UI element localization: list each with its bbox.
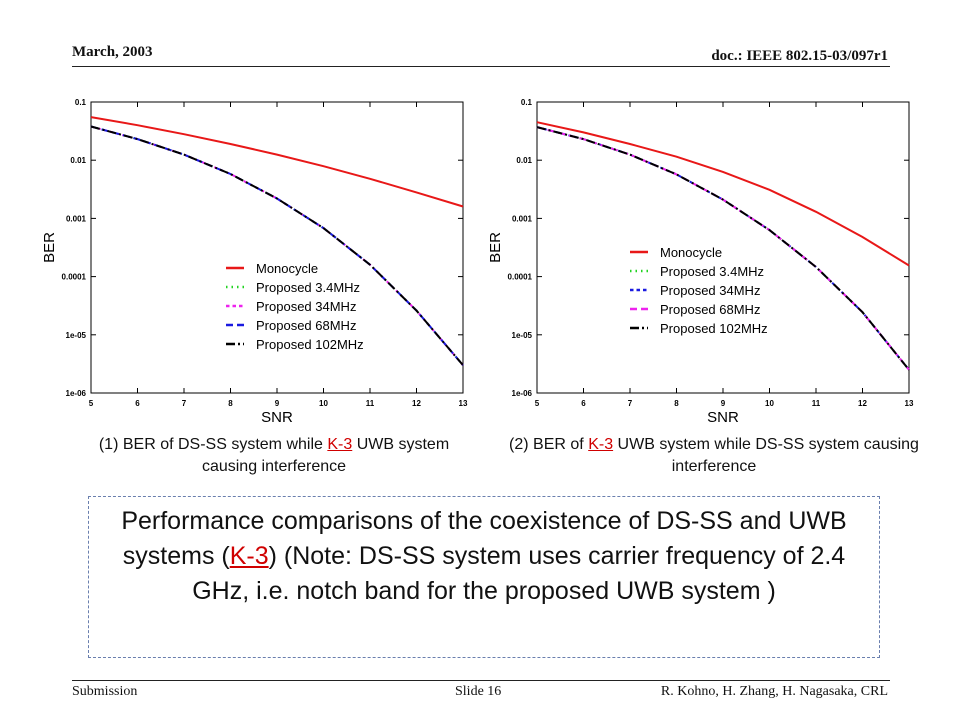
footer-submission: Submission [72, 684, 138, 699]
summary-k3-link[interactable]: K-3 [229, 542, 269, 570]
y-tick-label: 0.0001 [508, 273, 533, 282]
caption-right-post: UWB system while DS-SS system causing in… [613, 436, 919, 475]
summary-post: ) (Note: DS-SS system uses carrier frequ… [192, 542, 846, 605]
x-tick-label: 5 [89, 399, 94, 408]
y-tick-label: 0.01 [516, 156, 532, 165]
y-tick-label: 1e-05 [66, 331, 87, 340]
x-tick-label: 8 [674, 399, 679, 408]
legend-label: Proposed 34MHz [256, 299, 356, 314]
x-tick-label: 9 [275, 399, 280, 408]
legend-label: Monocycle [660, 245, 722, 260]
caption-right-pre: (2) BER of [509, 436, 589, 453]
x-tick-label: 13 [905, 399, 914, 408]
x-tick-label: 11 [812, 399, 821, 408]
x-tick-label: 7 [182, 399, 187, 408]
x-tick-label: 7 [628, 399, 633, 408]
series-line [90, 116, 464, 208]
legend-label: Proposed 102MHz [256, 337, 364, 352]
y-tick-label: 1e-06 [66, 389, 87, 398]
header-rule [72, 66, 890, 67]
y-tick-label: 0.1 [521, 98, 533, 107]
caption-left-k3-link[interactable]: K-3 [327, 436, 353, 453]
y-axis-label: BER [487, 232, 504, 263]
x-tick-label: 8 [228, 399, 233, 408]
chart-right: 5 6 7 8 9 10 11 12 13 1e-06 1e-05 0.0001 0.001 0.01 0.… [487, 98, 914, 425]
x-tick-label: 11 [366, 399, 375, 408]
x-tick-label: 12 [412, 399, 421, 408]
legend-label: Proposed 68MHz [256, 318, 356, 333]
caption-left: (1) BER of DS-SS system while K-3 UWB sy… [72, 434, 476, 478]
footer-authors: R. Kohno, H. Zhang, H. Nagasaka, CRL [660, 684, 888, 699]
x-tick-label: 6 [581, 399, 586, 408]
legend-label: Proposed 102MHz [660, 321, 768, 336]
footer-rule [72, 680, 890, 681]
y-tick-label: 0.01 [70, 156, 86, 165]
legend-label: Proposed 68MHz [660, 302, 760, 317]
y-tick-label: 1e-05 [512, 331, 533, 340]
series-line [536, 126, 910, 371]
caption-right-k3-link[interactable]: K-3 [588, 436, 614, 453]
series-line [90, 125, 464, 366]
x-tick-label: 9 [721, 399, 726, 408]
summary-box [88, 496, 880, 658]
plot-frame [536, 101, 910, 394]
summary-text: Performance comparisons of the coexisten… [96, 504, 872, 609]
y-tick-label: 0.0001 [62, 273, 87, 282]
x-tick-label: 12 [858, 399, 867, 408]
header-date: March, 2003 [72, 44, 153, 60]
y-tick-label: 1e-06 [512, 389, 533, 398]
caption-right: (2) BER of K-3 UWB system while DS-SS sy… [508, 434, 920, 478]
legend-label: Proposed 34MHz [660, 283, 760, 298]
chart-left: 5 6 7 8 9 10 11 12 13 1e-06 1e-05 0.0001 0.001 0.01 0.… [41, 98, 468, 425]
series-line [536, 121, 910, 267]
header-doc-id: doc.: IEEE 802.15-03/097r1 [711, 48, 888, 64]
y-tick-label: 0.001 [66, 214, 87, 223]
x-tick-label: 5 [535, 399, 540, 408]
x-tick-label: 6 [135, 399, 140, 408]
y-tick-label: 0.001 [512, 214, 533, 223]
x-axis-label: SNR [261, 409, 293, 425]
x-tick-label: 10 [319, 399, 328, 408]
legend-label: Proposed 3.4MHz [660, 264, 764, 279]
x-tick-label: 13 [459, 399, 468, 408]
legend-label: Proposed 3.4MHz [256, 280, 360, 295]
y-tick-label: 0.1 [75, 98, 87, 107]
x-tick-label: 10 [765, 399, 774, 408]
summary-pre: Performance comparisons of the coexisten… [121, 507, 847, 570]
legend-label: Monocycle [256, 261, 318, 276]
caption-left-post: UWB system causing interference [201, 436, 450, 475]
y-axis-label: BER [41, 232, 58, 263]
footer-slide-number: Slide 16 [455, 684, 502, 699]
x-axis-label: SNR [707, 409, 739, 425]
caption-left-pre: (1) BER of DS-SS system while [98, 436, 328, 453]
